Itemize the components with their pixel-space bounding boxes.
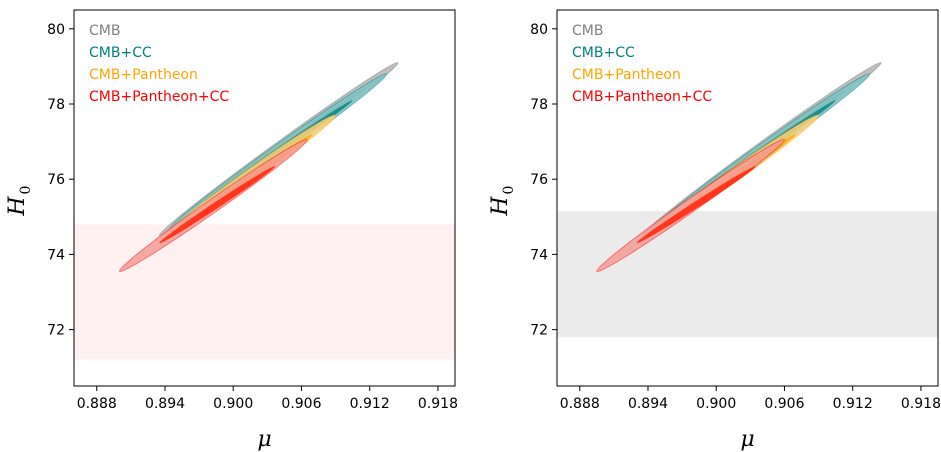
x-axis-label: μ xyxy=(257,427,271,452)
y-tick-label: 80 xyxy=(47,22,65,38)
chart-panel-1: 0.888 0.894 0.900 0.906 0.912 0.918 72 74 76 78 80… xyxy=(5,9,458,452)
x-tick-label: 0.894 xyxy=(145,396,185,412)
y-tick-label: 80 xyxy=(530,22,548,38)
y-axis-label-sub: 0 xyxy=(18,186,34,195)
x-tick-label: 0.906 xyxy=(281,396,321,412)
legend-entry: CMB+Pantheon xyxy=(572,67,681,83)
y-axis-label-main: H xyxy=(5,196,30,217)
y-tick-label: 72 xyxy=(47,323,65,339)
x-tick-label: 0.888 xyxy=(560,396,600,412)
x-tick-label: 0.900 xyxy=(696,396,736,412)
legend-entry: CMB+CC xyxy=(89,45,152,61)
y-tick-label: 78 xyxy=(47,97,65,113)
x-tick-label: 0.912 xyxy=(350,396,390,412)
x-tick-label: 0.888 xyxy=(77,396,117,412)
axes-frame xyxy=(73,9,456,387)
contour-inner-4 xyxy=(636,165,757,244)
x-tick-label: 0.906 xyxy=(764,396,804,412)
legend-entry: CMB+CC xyxy=(572,45,635,61)
y-tick-label: 74 xyxy=(530,247,548,263)
contour-inner-4 xyxy=(159,165,276,244)
axes-frame xyxy=(556,9,939,387)
y-axis-label: H0 xyxy=(488,186,517,217)
legend-entry: CMB+Pantheon+CC xyxy=(89,89,229,105)
x-axis-label: μ xyxy=(740,427,754,452)
y-axis-label-sub: 0 xyxy=(501,186,517,195)
y-tick-label: 76 xyxy=(530,172,548,188)
legend-entry: CMB+Pantheon+CC xyxy=(572,89,712,105)
legend-entry: CMB xyxy=(572,23,603,39)
chart-panel-2: 0.888 0.894 0.900 0.906 0.912 0.918 72 74 76 78 80… xyxy=(488,9,941,452)
x-tick-label: 0.918 xyxy=(418,396,458,412)
y-tick-label: 76 xyxy=(47,172,65,188)
plot-area xyxy=(557,62,938,338)
legend-entry: CMB xyxy=(89,23,120,39)
x-tick-label: 0.894 xyxy=(628,396,668,412)
x-tick-label: 0.900 xyxy=(213,396,253,412)
h0-prior-band xyxy=(557,211,938,338)
x-tick-label: 0.912 xyxy=(833,396,873,412)
y-axis-label: H0 xyxy=(5,186,34,217)
legend-entry: CMB+Pantheon xyxy=(89,67,198,83)
y-tick-label: 78 xyxy=(530,97,548,113)
y-tick-label: 74 xyxy=(47,247,65,263)
plot-area xyxy=(74,62,455,360)
x-tick-label: 0.918 xyxy=(901,396,941,412)
h0-prior-band xyxy=(74,224,455,360)
y-tick-label: 72 xyxy=(530,323,548,339)
y-axis-label-main: H xyxy=(488,196,513,217)
